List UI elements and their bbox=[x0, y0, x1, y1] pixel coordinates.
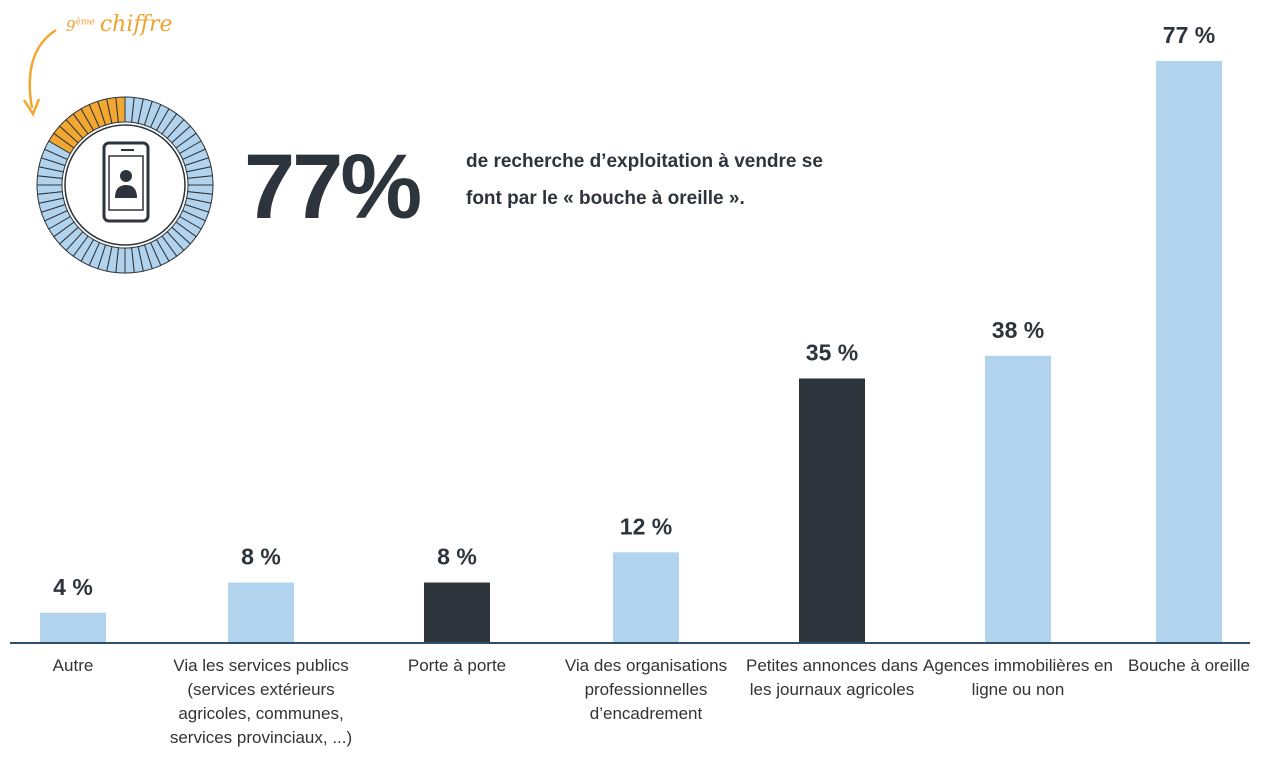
category-label: Agences immobilières en ligne ou non bbox=[923, 656, 1113, 699]
bar bbox=[40, 612, 106, 643]
category-label: Porte à porte bbox=[407, 656, 507, 675]
ring-segment bbox=[115, 96, 126, 123]
category-label: Petites annonces dans les journaux agric… bbox=[745, 656, 918, 699]
bar bbox=[424, 582, 490, 643]
badge-suffix: ème bbox=[75, 17, 95, 28]
value-label: 38 % bbox=[992, 317, 1044, 343]
category-label: Via des organisations professionnelles d… bbox=[564, 656, 728, 723]
value-label: 77 % bbox=[1163, 22, 1215, 48]
headline-text: de recherche d’exploitation à vendre se … bbox=[466, 151, 823, 209]
bar bbox=[985, 355, 1051, 643]
bar bbox=[228, 582, 294, 643]
badge-arrow bbox=[28, 28, 57, 109]
phone-person-head bbox=[120, 170, 132, 182]
value-label: 8 % bbox=[241, 544, 281, 570]
headline: 77% bbox=[244, 136, 422, 238]
value-label: 12 % bbox=[620, 513, 672, 539]
badge-arrowhead bbox=[22, 98, 41, 117]
value-label: 8 % bbox=[437, 544, 477, 570]
value-label: 4 % bbox=[53, 574, 93, 600]
badge: 9ème chiffre bbox=[66, 12, 172, 37]
bar bbox=[1156, 61, 1222, 643]
category-label: Bouche à oreille bbox=[1128, 656, 1250, 675]
bar bbox=[799, 378, 865, 643]
phone-screen bbox=[108, 155, 144, 211]
category-label: Via les services publics (services extér… bbox=[169, 656, 353, 747]
badge-number: 9 bbox=[66, 17, 76, 35]
bar bbox=[613, 552, 679, 643]
category-label: Autre bbox=[52, 656, 94, 675]
badge-word: chiffre bbox=[99, 12, 173, 37]
value-label: 35 % bbox=[806, 339, 858, 365]
phone-person-body bbox=[115, 185, 137, 198]
